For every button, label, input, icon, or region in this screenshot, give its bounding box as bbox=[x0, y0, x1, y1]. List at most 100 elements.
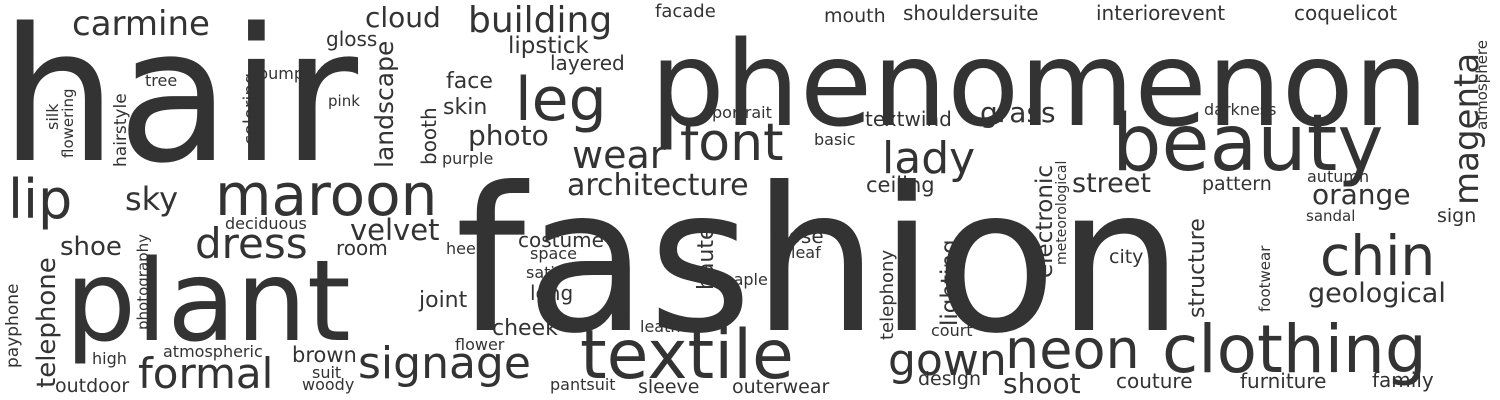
word-velvet: velvet bbox=[350, 213, 439, 247]
word-lighting: lighting bbox=[937, 239, 963, 326]
word-font: font bbox=[680, 113, 783, 173]
word-skin: skin bbox=[443, 95, 487, 120]
word-darkness: darkness bbox=[1204, 100, 1276, 119]
word-beauty: beauty bbox=[1112, 99, 1383, 189]
word-building: building bbox=[468, 0, 612, 41]
word-facade: facade bbox=[655, 1, 716, 22]
word-architecture: architecture bbox=[567, 168, 749, 203]
word-lip: lip bbox=[8, 168, 72, 231]
word-space: space bbox=[530, 244, 577, 263]
word-meteorological: meteorological bbox=[1054, 161, 1070, 265]
word-face: face bbox=[446, 69, 493, 94]
word-court: court bbox=[931, 321, 973, 340]
word-atmospheric: atmospheric bbox=[163, 342, 263, 361]
word-plant: plant bbox=[65, 237, 351, 367]
word-clothing: clothing bbox=[1162, 311, 1427, 388]
word-textile: textile bbox=[580, 316, 794, 395]
word-leather: leather bbox=[640, 317, 697, 336]
word-payphone: payphone bbox=[3, 284, 23, 368]
word-grass: grass bbox=[980, 96, 1056, 129]
word-portrait: portrait bbox=[712, 103, 772, 122]
word-suit: suit bbox=[312, 363, 341, 382]
word-chin: chin bbox=[1320, 224, 1435, 288]
word-booth: booth bbox=[417, 107, 441, 165]
word-formal: formal bbox=[138, 349, 273, 398]
word-pump: pump bbox=[258, 64, 304, 83]
word-flower: flower bbox=[455, 335, 505, 354]
word-pattern: pattern bbox=[1202, 173, 1272, 195]
word-sandal: sandal bbox=[1306, 207, 1355, 225]
word-basic: basic bbox=[814, 130, 856, 149]
word-layered: layered bbox=[550, 51, 625, 75]
word-neon: neon bbox=[1005, 318, 1140, 381]
word-maple: maple bbox=[718, 270, 768, 289]
word-shoe: shoe bbox=[60, 232, 122, 262]
word-nose: nose bbox=[776, 224, 824, 248]
word-maroon: maroon bbox=[215, 161, 437, 229]
word-joint: joint bbox=[418, 288, 468, 313]
word-hair: hair bbox=[0, 0, 359, 204]
word-gloss: gloss bbox=[326, 27, 377, 51]
word-sign: sign bbox=[1437, 205, 1476, 227]
word-magenta: magenta bbox=[1447, 53, 1487, 205]
word-textwind: textwind bbox=[865, 107, 952, 131]
word-outdoor: outdoor bbox=[55, 375, 129, 397]
word-coloring: coloring bbox=[240, 73, 261, 145]
word-woody: woody bbox=[302, 375, 354, 394]
word-street: street bbox=[1072, 168, 1151, 199]
word-hairstyle: hairstyle bbox=[111, 93, 131, 167]
word-purple: purple bbox=[442, 149, 493, 168]
word-electronic: electronic bbox=[1032, 165, 1058, 278]
word-autumn: autumn bbox=[1307, 167, 1369, 186]
word-phenomenon: phenomenon bbox=[650, 15, 1429, 153]
word-haute: haute bbox=[694, 226, 719, 290]
word-sky: sky bbox=[125, 180, 178, 218]
word-long: long bbox=[530, 281, 573, 305]
word-satin: satin bbox=[526, 263, 565, 282]
word-deciduous: deciduous bbox=[225, 214, 307, 233]
word-landscape: landscape bbox=[370, 41, 399, 168]
word-ceiling: ceiling bbox=[866, 173, 935, 197]
word-tree: tree bbox=[145, 71, 177, 90]
word-photo: photo bbox=[468, 119, 549, 152]
word-furniture: furniture bbox=[1240, 369, 1326, 393]
word-fashion: fashion bbox=[455, 145, 1184, 378]
word-leaf: leaf bbox=[791, 243, 821, 262]
word-atmosphere: atmosphere bbox=[1473, 40, 1491, 130]
word-shouldersuite: shouldersuite bbox=[903, 1, 1039, 25]
word-telephony: telephony bbox=[877, 250, 898, 340]
word-shoot: shoot bbox=[1003, 367, 1081, 400]
word-leg: leg bbox=[515, 65, 607, 135]
word-coquelicot: coquelicot bbox=[1294, 1, 1397, 25]
word-geological: geological bbox=[1308, 278, 1446, 309]
word-city: city bbox=[1109, 246, 1143, 268]
word-photography: photography bbox=[134, 234, 152, 330]
word-wear: wear bbox=[572, 133, 666, 177]
word-flowering: flowering bbox=[59, 89, 77, 159]
word-carmine: carmine bbox=[72, 4, 210, 44]
word-couture: couture bbox=[1116, 369, 1193, 393]
word-pantsuit: pantsuit bbox=[550, 375, 616, 394]
word-heels: heels bbox=[446, 239, 489, 258]
word-mouth: mouth bbox=[824, 5, 886, 27]
word-brown: brown bbox=[292, 343, 357, 367]
word-orange: orange bbox=[1312, 178, 1411, 211]
word-dress: dress bbox=[195, 219, 308, 268]
word-room: room bbox=[336, 236, 388, 260]
word-silk: silk bbox=[43, 103, 62, 130]
word-pink: pink bbox=[328, 92, 360, 110]
word-high: high bbox=[92, 349, 127, 368]
word-lipstick: lipstick bbox=[508, 33, 589, 59]
word-gown: gown bbox=[888, 335, 1007, 386]
word-footwear: footwear bbox=[1256, 245, 1274, 312]
word-family: family bbox=[1372, 368, 1434, 392]
word-interiorevent: interiorevent bbox=[1096, 1, 1225, 25]
word-outerwear: outerwear bbox=[732, 376, 829, 398]
word-structure: structure bbox=[1185, 218, 1210, 318]
word-costume: costume bbox=[518, 228, 604, 252]
word-sleeve: sleeve bbox=[638, 376, 700, 398]
word-signage: signage bbox=[358, 338, 531, 389]
word-cheek: cheek bbox=[492, 316, 558, 341]
word-lady: lady bbox=[882, 133, 975, 184]
